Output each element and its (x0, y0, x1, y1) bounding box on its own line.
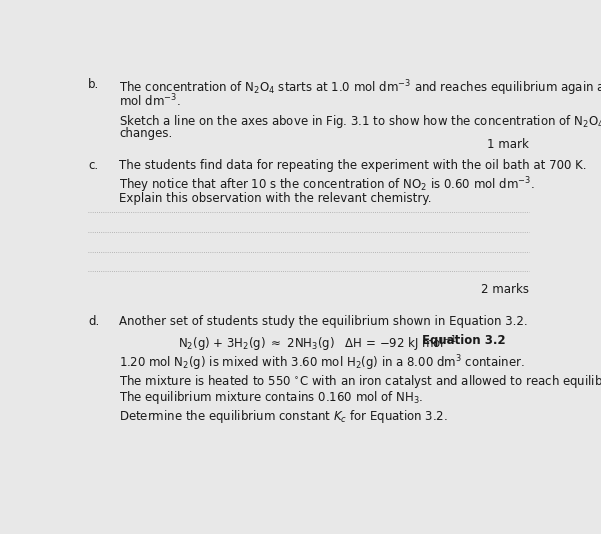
Text: Equation 3.2: Equation 3.2 (422, 334, 506, 347)
Text: Explain this observation with the relevant chemistry.: Explain this observation with the releva… (120, 192, 432, 205)
Text: They notice that after 10 s the concentration of NO$_2$ is 0.60 mol dm$^{-3}$.: They notice that after 10 s the concentr… (120, 175, 535, 195)
Text: c.: c. (88, 159, 99, 171)
Text: d.: d. (88, 315, 99, 328)
Text: changes.: changes. (120, 127, 172, 140)
Text: Determine the equilibrium constant $K_c$ for Equation 3.2.: Determine the equilibrium constant $K_c$… (120, 408, 448, 425)
Text: 1 mark: 1 mark (487, 138, 529, 151)
Text: The students find data for repeating the experiment with the oil bath at 700 K.: The students find data for repeating the… (120, 159, 587, 171)
Text: Sketch a line on the axes above in Fig. 3.1 to show how the concentration of N$_: Sketch a line on the axes above in Fig. … (120, 113, 601, 130)
Text: Another set of students study the equilibrium shown in Equation 3.2.: Another set of students study the equili… (120, 315, 528, 328)
Text: The concentration of N$_2$O$_4$ starts at 1.0 mol dm$^{-3}$ and reaches equilibr: The concentration of N$_2$O$_4$ starts a… (120, 78, 601, 98)
Text: N$_2$(g) + 3H$_2$(g) $\approx$ 2NH$_3$(g)   $\Delta$H = $-$92 kJ mol$^{-1}$: N$_2$(g) + 3H$_2$(g) $\approx$ 2NH$_3$(g… (178, 334, 456, 354)
Text: 1.20 mol N$_2$(g) is mixed with 3.60 mol H$_2$(g) in a 8.00 dm$^3$ container.: 1.20 mol N$_2$(g) is mixed with 3.60 mol… (120, 354, 525, 373)
Text: 2 marks: 2 marks (481, 283, 529, 296)
Text: The mixture is heated to 550 $^{\circ}$C with an iron catalyst and allowed to re: The mixture is heated to 550 $^{\circ}$C… (120, 373, 601, 390)
Text: mol dm$^{-3}$.: mol dm$^{-3}$. (120, 93, 181, 109)
Text: The equilibrium mixture contains 0.160 mol of NH$_3$.: The equilibrium mixture contains 0.160 m… (120, 389, 424, 406)
Text: b.: b. (88, 78, 99, 91)
